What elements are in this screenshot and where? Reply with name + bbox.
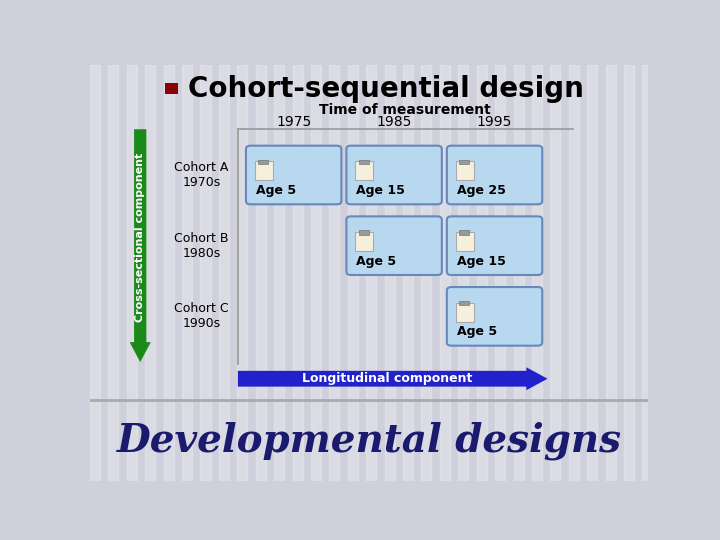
Bar [219, 65, 229, 481]
Text: Developmental designs: Developmental designs [117, 422, 621, 460]
Text: Age 25: Age 25 [457, 184, 505, 197]
Bar [359, 231, 369, 235]
Bar [495, 65, 505, 481]
Text: Longitudinal component: Longitudinal component [302, 372, 472, 385]
Bar [384, 65, 395, 481]
Bar [440, 65, 450, 481]
Bar [256, 65, 266, 481]
Bar [292, 65, 302, 481]
Bar [459, 231, 469, 235]
Bar [274, 65, 284, 481]
Text: Age 15: Age 15 [356, 184, 405, 197]
Bar [550, 65, 560, 481]
Text: Cohort-sequential design: Cohort-sequential design [188, 75, 583, 103]
Bar [624, 65, 634, 481]
FancyArrow shape [238, 367, 547, 390]
Text: Cohort B
1980s: Cohort B 1980s [174, 232, 229, 260]
Bar [569, 65, 579, 481]
Bar [166, 83, 178, 94]
Bar [532, 65, 542, 481]
Bar [356, 161, 373, 180]
Bar [329, 65, 339, 481]
Bar [421, 65, 431, 481]
Bar [477, 65, 487, 481]
Bar [127, 65, 137, 481]
Bar [459, 65, 468, 481]
Bar [258, 160, 269, 164]
Bar [90, 65, 100, 481]
Bar [459, 301, 469, 305]
FancyBboxPatch shape [447, 287, 542, 346]
Bar [359, 160, 369, 164]
Bar [366, 65, 377, 481]
Bar [348, 65, 358, 481]
Bar [182, 65, 192, 481]
FancyBboxPatch shape [447, 217, 542, 275]
Text: 1995: 1995 [477, 115, 512, 129]
Bar [200, 65, 210, 481]
FancyBboxPatch shape [246, 146, 341, 204]
Bar [403, 65, 413, 481]
FancyBboxPatch shape [447, 146, 542, 204]
FancyBboxPatch shape [346, 217, 442, 275]
Bar [255, 161, 273, 180]
Bar [588, 65, 597, 481]
Bar [311, 65, 321, 481]
Bar [356, 232, 373, 251]
Text: 1975: 1975 [276, 115, 311, 129]
Text: Age 15: Age 15 [457, 255, 505, 268]
Text: Cohort A
1970s: Cohort A 1970s [174, 161, 229, 189]
Bar [456, 303, 474, 321]
Text: Time of measurement: Time of measurement [320, 103, 491, 117]
FancyBboxPatch shape [346, 146, 442, 204]
Text: Age 5: Age 5 [256, 184, 296, 197]
Text: Age 5: Age 5 [457, 326, 497, 339]
Bar [642, 65, 648, 481]
Bar [456, 232, 474, 251]
Bar [163, 65, 174, 481]
FancyArrow shape [130, 129, 150, 362]
Bar [456, 161, 474, 180]
Bar [513, 65, 523, 481]
Text: 1985: 1985 [377, 115, 412, 129]
Bar [238, 65, 248, 481]
Text: Age 5: Age 5 [356, 255, 397, 268]
Bar [606, 65, 616, 481]
Bar [109, 65, 119, 481]
Text: Cohort C
1990s: Cohort C 1990s [174, 302, 229, 330]
Bar [145, 65, 156, 481]
Text: Cross-sectional component: Cross-sectional component [135, 153, 145, 322]
Bar [459, 160, 469, 164]
